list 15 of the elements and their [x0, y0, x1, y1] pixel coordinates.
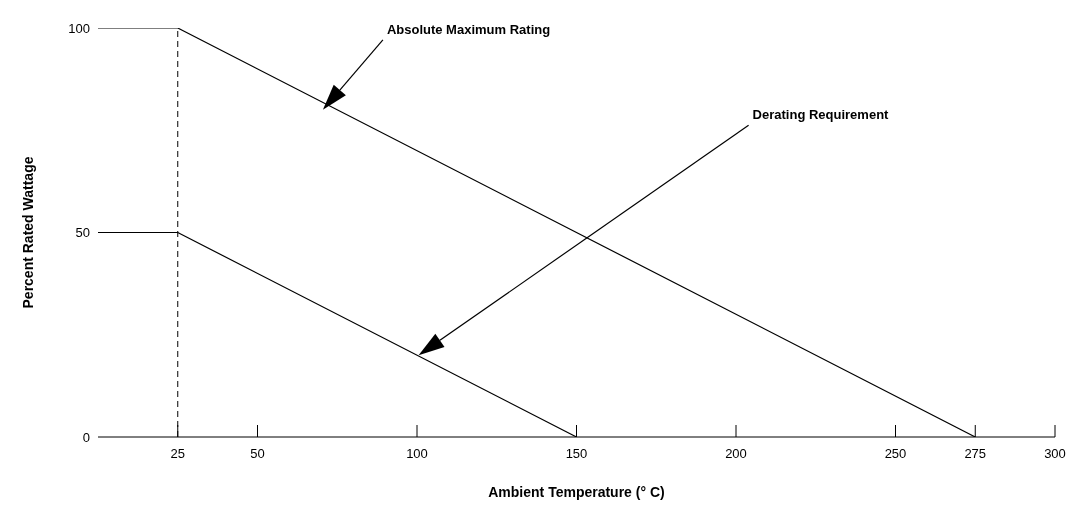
x-tick-label: 25 — [170, 446, 185, 462]
x-tick-label: 275 — [964, 446, 987, 462]
annotation: Absolute Maximum Rating — [386, 21, 551, 37]
y-tick-label: 100 — [68, 20, 90, 36]
x-tick-label: 250 — [884, 446, 907, 462]
annotation: Derating Requirement — [752, 107, 890, 123]
x-tick-label: 150 — [565, 446, 588, 462]
x-axis-title: Ambient Temperature (° C) — [488, 484, 665, 500]
x-tick-label: 100 — [406, 446, 428, 462]
x-tick-label: 50 — [250, 446, 265, 462]
y-tick-label: 50 — [75, 225, 90, 241]
x-tick-label: 300 — [1044, 446, 1066, 462]
y-tick-label: 0 — [82, 429, 90, 445]
x-tick-label: 200 — [725, 446, 747, 462]
y-axis-title: Percent Rated Wattage — [19, 156, 36, 309]
